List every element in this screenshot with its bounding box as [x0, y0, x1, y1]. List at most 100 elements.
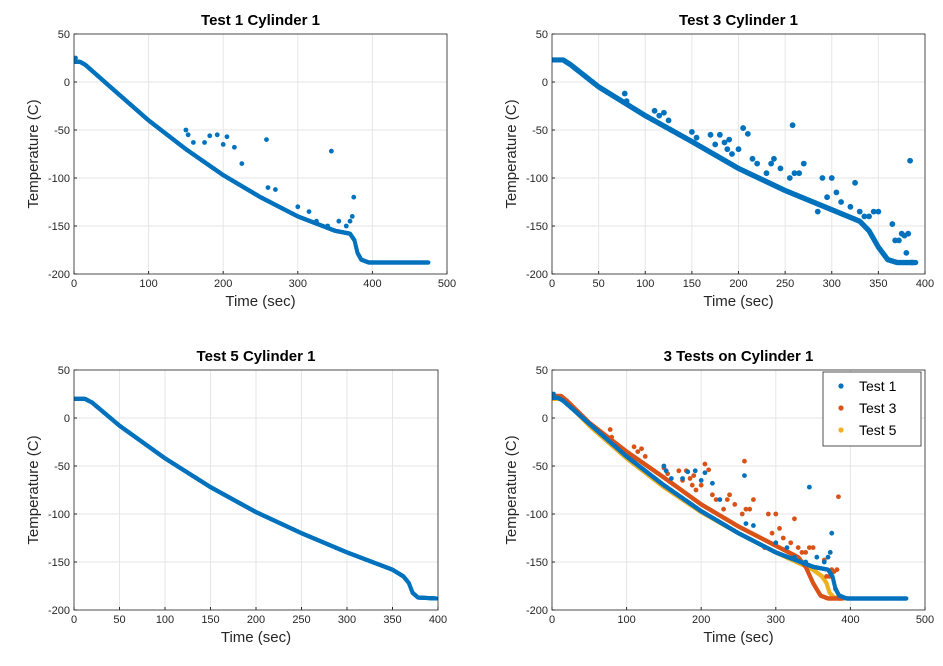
data-point [721, 139, 728, 146]
data-point [74, 55, 78, 61]
x-tick-label: 500 [916, 614, 934, 626]
data-point [747, 506, 753, 512]
data-point [724, 497, 730, 502]
data-point [687, 476, 693, 481]
data-point [231, 144, 237, 150]
chart-title: Test 3 Cylinder 1 [679, 12, 798, 29]
y-tick-label: -200 [48, 269, 70, 281]
x-tick-label: 300 [289, 278, 307, 290]
data-point [689, 482, 695, 488]
data-point [905, 230, 912, 237]
data-point [732, 502, 738, 507]
data-point [824, 194, 830, 201]
data-point [265, 185, 271, 191]
data-point [224, 134, 230, 140]
x-tick-label: 200 [214, 278, 232, 290]
data-point [765, 511, 771, 517]
data-point [698, 482, 704, 488]
x-tick-label: 150 [201, 614, 219, 626]
x-tick-label: 50 [113, 614, 125, 626]
data-point [691, 473, 697, 478]
data-point [838, 199, 844, 205]
x-tick-label: 300 [767, 614, 785, 626]
data-point [707, 131, 714, 138]
data-point [325, 223, 331, 229]
y-axis-label: Temperature (C) [25, 435, 42, 544]
data-point [729, 151, 735, 157]
data-point [754, 160, 761, 167]
data-point [909, 259, 915, 266]
data-point [306, 209, 312, 215]
data-point [693, 487, 699, 493]
chart-panel-2: 0 50 100 150 200 250 300 350 400500-50-100-150-2… [503, 12, 934, 310]
data-point [789, 122, 796, 129]
data-point [426, 260, 431, 265]
data-point [763, 170, 770, 177]
data-point [751, 497, 756, 502]
data-point [676, 468, 682, 474]
y-tick-label: -200 [526, 605, 548, 617]
data-layer [552, 57, 919, 266]
data-point [665, 117, 672, 124]
data-point [207, 133, 213, 139]
data-point [810, 545, 816, 550]
data-point [828, 175, 835, 181]
data-point [214, 132, 220, 138]
x-tick-label: 400 [841, 614, 859, 626]
data-point [743, 506, 749, 512]
data-point [788, 540, 794, 546]
data-point [183, 127, 189, 133]
x-tick-label: 500 [438, 278, 456, 290]
x-tick-label: 50 [593, 278, 605, 290]
data-point [623, 98, 630, 105]
data-point [607, 427, 613, 432]
y-tick-label: -150 [48, 221, 70, 233]
x-tick-label: 0 [71, 614, 77, 626]
x-tick-label: 300 [338, 614, 356, 626]
axes-box [73, 33, 448, 275]
x-tick-label: 200 [692, 614, 710, 626]
data-point [744, 130, 751, 137]
data-point [351, 194, 357, 200]
y-axis-label: Temperature (C) [25, 99, 42, 208]
data-point [749, 155, 756, 162]
data-point [693, 134, 700, 141]
x-tick-label: 250 [776, 278, 794, 290]
data-point [833, 189, 840, 196]
plot-area [74, 34, 447, 274]
y-tick-label: 0 [542, 413, 548, 425]
data-layer [74, 396, 439, 601]
data-point [780, 535, 786, 541]
data-point [836, 494, 841, 500]
data-point [870, 208, 877, 215]
data-point [856, 208, 863, 215]
data-point [190, 140, 196, 145]
data-layer [74, 55, 431, 265]
data-point [777, 165, 784, 172]
x-tick-label: 400 [363, 278, 381, 290]
data-point [792, 516, 797, 522]
y-tick-label: -200 [48, 605, 70, 617]
y-axis-label: Temperature (C) [503, 99, 520, 208]
chart-panel-3: 0 50 100 150 200 250 300 350 400500-50-100-150-2… [25, 348, 447, 646]
data-point [295, 204, 301, 210]
x-tick-label: 400 [916, 278, 934, 290]
x-tick-label: 100 [636, 278, 654, 290]
y-tick-label: -150 [526, 221, 548, 233]
y-tick-label: -200 [526, 269, 548, 281]
series-test-5 [74, 396, 439, 601]
x-axis-label: Time (sec) [221, 629, 291, 646]
data-point [713, 497, 719, 502]
y-tick-label: 0 [64, 77, 70, 89]
data-point [819, 175, 826, 181]
series-test-1 [552, 391, 909, 601]
y-tick-label: -100 [526, 173, 548, 185]
data-point [895, 237, 902, 244]
data-point [768, 160, 775, 167]
data-point [631, 444, 637, 450]
x-tick-label: 0 [549, 278, 555, 290]
x-tick-label: 0 [549, 614, 555, 626]
y-tick-label: 50 [536, 365, 548, 377]
